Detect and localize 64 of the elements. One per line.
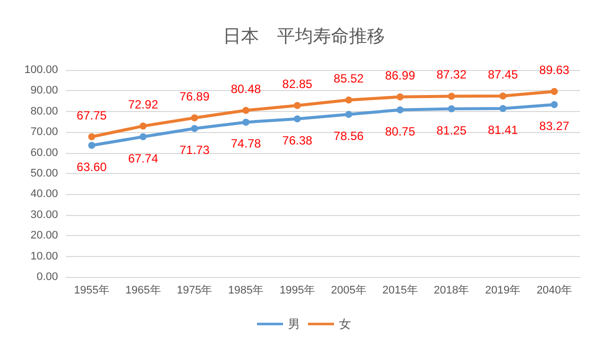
point — [396, 106, 404, 114]
data-label: 63.60 — [76, 160, 108, 174]
data-label: 71.73 — [179, 143, 210, 158]
x-tick-label: 2015年 — [382, 284, 418, 296]
point — [191, 125, 198, 132]
x-tick-label: 2005年 — [330, 284, 366, 296]
x-tick-label: 2018年 — [434, 284, 470, 296]
point — [242, 106, 250, 114]
data-label: 74.78 — [230, 136, 262, 151]
data-label: 78.56 — [334, 128, 364, 143]
point — [345, 110, 352, 118]
y-tick-label: 70.00 — [30, 126, 58, 138]
data-label: 86.99 — [385, 68, 416, 82]
data-label: 80.75 — [385, 124, 416, 138]
y-tick-label: 100.00 — [24, 64, 58, 76]
data-label: 83.27 — [539, 119, 570, 134]
data-label: 81.41 — [488, 122, 518, 137]
legend-label: 男 — [288, 317, 300, 331]
point — [396, 93, 404, 100]
y-tick-label: 90.00 — [30, 84, 58, 97]
point — [140, 122, 147, 130]
data-label: 72.92 — [128, 98, 158, 112]
point — [140, 133, 147, 140]
data-label: 87.32 — [436, 68, 467, 82]
y-tick-label: 30.00 — [30, 208, 58, 221]
legend-label: 女 — [339, 317, 351, 331]
point — [294, 115, 301, 122]
data-label: 89.63 — [539, 62, 570, 77]
point — [88, 142, 96, 149]
data-label: 67.74 — [128, 151, 158, 166]
x-tick-label: 2040年 — [536, 284, 572, 296]
y-tick-label: 60.00 — [30, 146, 58, 159]
data-label: 67.75 — [76, 108, 108, 122]
x-tick-label: 1985年 — [228, 284, 264, 296]
x-tick-label: 1995年 — [280, 284, 316, 296]
y-tick-label: 10.00 — [30, 250, 58, 262]
data-label: 76.89 — [179, 89, 210, 104]
x-tick-label: 1965年 — [125, 284, 161, 296]
x-tick-label: 1955年 — [74, 284, 110, 296]
point — [242, 118, 250, 126]
data-label: 81.25 — [436, 123, 467, 138]
point — [294, 102, 301, 109]
point — [550, 88, 558, 95]
point — [448, 105, 455, 112]
x-tick-label: 1975年 — [176, 284, 212, 296]
x-tick-label: 2019年 — [485, 284, 521, 296]
point — [191, 114, 198, 122]
data-label: 82.85 — [282, 77, 313, 91]
data-label: 76.38 — [282, 133, 313, 148]
point — [345, 96, 352, 104]
y-tick-label: 40.00 — [30, 188, 58, 200]
y-tick-label: 0.00 — [36, 271, 58, 283]
chart-title: 日本 平均寿命推移 — [223, 26, 385, 46]
point — [499, 92, 506, 100]
point — [88, 133, 96, 140]
y-tick-label: 50.00 — [30, 168, 58, 180]
point — [499, 104, 506, 112]
y-tick-label: 20.00 — [30, 230, 58, 242]
data-label: 85.52 — [334, 71, 364, 86]
point — [448, 92, 455, 100]
y-tick-label: 80.00 — [30, 105, 58, 118]
data-label: 80.48 — [230, 82, 262, 96]
data-label: 87.45 — [488, 67, 518, 82]
point — [550, 101, 558, 108]
